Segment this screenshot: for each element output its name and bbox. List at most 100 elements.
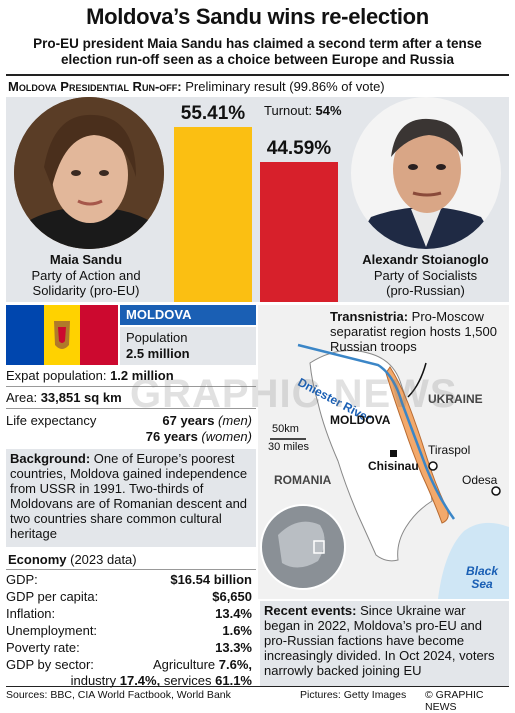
transnistria-callout: Transnistria: Pro-Moscow separatist regi…: [330, 309, 508, 354]
turnout-value: 54%: [315, 103, 342, 118]
divider: [6, 686, 509, 687]
life-row: Life expectancy 67 years (men): [6, 413, 256, 428]
turnout: Turnout: 54%: [264, 103, 342, 118]
tiraspol-marker-icon: [428, 461, 438, 471]
life-men: 67 years (men): [162, 413, 252, 428]
watermark: GRAPHIC NEWS: [130, 372, 458, 416]
party-line1: Party of Action and: [31, 268, 141, 283]
label-chisinau: Chisinau: [368, 459, 419, 473]
stoianoglo-portrait-icon: [351, 97, 501, 249]
population-box: Population 2.5 million: [120, 327, 256, 365]
globe-locator-box: [313, 540, 325, 554]
area-row: Area: 33,851 sq km: [6, 390, 256, 405]
black-sea-water: [438, 522, 509, 599]
economy-label: GDP:: [6, 572, 38, 587]
population-value: 2.5 million: [126, 346, 190, 361]
party-line2: (pro-Russian): [386, 283, 465, 298]
map-panel: Transnistria: Pro-Moscow separatist regi…: [258, 305, 509, 599]
divider: [6, 569, 256, 570]
label-moldova: MOLDOVA: [330, 413, 391, 427]
black-sea-2: Sea: [471, 577, 493, 591]
economy-label: Inflation:: [6, 606, 56, 621]
sector-agri: Agriculture 7.6%,: [153, 657, 252, 672]
life-women: 76 years (women): [146, 429, 252, 444]
agri-label: Agriculture: [153, 657, 219, 672]
services-value: 61.1%: [215, 673, 252, 688]
life-men-value: 67 years: [162, 413, 215, 428]
area-value: 33,851 sq km: [40, 390, 122, 405]
runoff-chart-panel: 55.41% 44.59% Turnout: 54% Maia Sandu Pa…: [6, 97, 509, 302]
background-text: One of Europe’s poorest countries, Moldo…: [10, 451, 248, 541]
turnout-label: Turnout:: [264, 103, 316, 118]
economy-value: 13.4%: [215, 606, 252, 621]
label-tiraspol: Tiraspol: [428, 443, 471, 457]
label-ukraine: UKRAINE: [428, 392, 483, 406]
copyright: © GRAPHIC NEWS: [425, 689, 484, 713]
bar-stoianoglo: [260, 162, 338, 302]
label-romania: ROMANIA: [274, 473, 332, 487]
candidate-party-sandu: Party of Action and Solidarity (pro-EU): [6, 268, 166, 298]
industry-value: 17.4%,: [119, 673, 161, 688]
life-men-note: (men): [214, 413, 252, 428]
bar-label-stoianoglo: 44.59%: [266, 138, 332, 159]
label-black-sea: Black Sea: [466, 565, 498, 591]
label-odesa: Odesa: [462, 473, 498, 487]
recent-events-box: Recent events: Since Ukraine war began i…: [260, 601, 509, 687]
runoff-heading: Moldova Presidential Run-off: Preliminar…: [8, 79, 385, 94]
economy-row: GDP per capita: $6,650: [6, 589, 256, 604]
divider: [6, 408, 256, 409]
party-line1: Party of Socialists: [373, 268, 478, 283]
area-label: Area:: [6, 390, 41, 405]
economy-value: $16.54 billion: [170, 572, 252, 587]
services-label: services: [160, 673, 216, 688]
sandu-portrait-icon: [14, 97, 164, 249]
economy-row-sector: GDP by sector: Agriculture 7.6%,: [6, 657, 256, 672]
party-line2: Solidarity (pro-EU): [32, 283, 140, 298]
moldova-flag-icon: [6, 305, 118, 365]
recent-heading: Recent events:: [264, 603, 357, 618]
economy-row: Poverty rate: 13.3%: [6, 640, 256, 655]
background-box: Background: One of Europe’s poorest coun…: [6, 449, 256, 547]
runoff-heading-bold: Moldova Presidential Run-off:: [8, 79, 182, 94]
country-name: MOLDOVA: [126, 307, 192, 322]
expat-label: Expat population:: [6, 368, 111, 383]
sandu-photo: [14, 97, 164, 249]
economy-row: GDP: $16.54 billion: [6, 572, 256, 587]
expat-row: Expat population: 1.2 million: [6, 368, 256, 383]
bar-sandu: [174, 127, 252, 302]
life-label: Life expectancy: [6, 413, 97, 428]
life-women-note: (women): [197, 429, 252, 444]
runoff-subheading: Preliminary result (99.86% of vote): [181, 79, 385, 94]
economy-heading: Economy (2023 data): [8, 552, 137, 567]
moldova-flag: [6, 305, 118, 365]
candidate-name-stoianoglo: Alexandr Stoianoglo: [362, 252, 489, 267]
candidate-party-stoianoglo: Party of Socialists (pro-Russian): [342, 268, 509, 298]
economy-row: Inflation: 13.4%: [6, 606, 256, 621]
globe-land: [278, 521, 325, 568]
economy-label: GDP per capita:: [6, 589, 99, 604]
background-heading: Background:: [10, 451, 91, 466]
country-name-bar: MOLDOVA: [120, 305, 256, 325]
life-women-value: 76 years: [145, 429, 198, 444]
dniester-river-line: [297, 343, 456, 520]
moldova-map: [258, 305, 509, 599]
sources: Sources: BBC, CIA World Factbook, World …: [6, 689, 231, 701]
economy-year: (2023 data): [66, 552, 137, 567]
scale-miles: 30 miles: [268, 441, 309, 453]
recent-text: Since Ukraine war began in 2022, Moldova…: [264, 603, 495, 678]
economy-value: 13.3%: [215, 640, 252, 655]
agri-value: 7.6%,: [218, 657, 252, 672]
divider: [6, 386, 256, 387]
scale-km: 50km: [272, 423, 299, 435]
black-sea-1: Black: [466, 564, 499, 578]
transnistria-heading: Transnistria:: [330, 309, 409, 324]
industry-label: industry: [70, 673, 120, 688]
population-label: Population: [126, 330, 188, 345]
expat-value: 1.2 million: [110, 368, 174, 383]
economy-label: Unemployment:: [6, 623, 98, 638]
picture-credit: Pictures: Getty Images: [300, 689, 407, 701]
economy-value: $6,650: [212, 589, 252, 604]
sector-label: GDP by sector:: [6, 657, 94, 672]
sector-industry-services: industry 17.4%, services 61.1%: [71, 673, 252, 688]
candidate-name-sandu: Maia Sandu: [49, 252, 123, 267]
